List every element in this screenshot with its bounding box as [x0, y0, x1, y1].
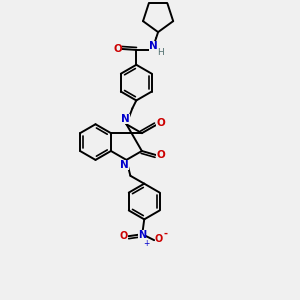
Text: O: O	[156, 150, 165, 160]
Text: N: N	[149, 41, 158, 51]
Text: H: H	[157, 48, 164, 57]
Text: N: N	[120, 160, 129, 170]
Text: O: O	[113, 44, 122, 54]
Text: O: O	[119, 231, 128, 241]
Text: N: N	[138, 230, 146, 240]
Text: O: O	[156, 118, 165, 128]
Text: N: N	[121, 114, 130, 124]
Text: O: O	[155, 234, 163, 244]
Text: +: +	[143, 238, 149, 247]
Text: -: -	[163, 229, 167, 239]
